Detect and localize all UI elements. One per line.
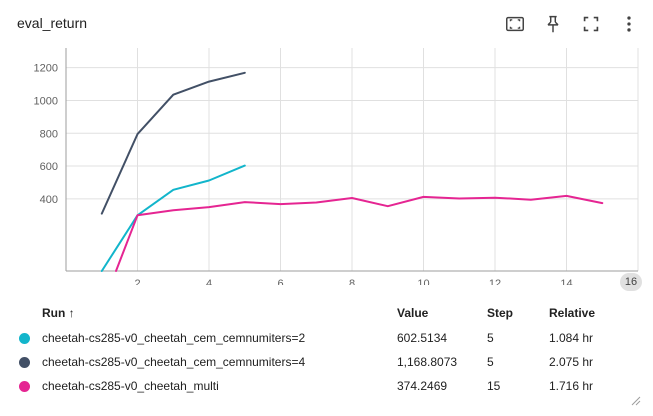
table-row[interactable]: cheetah-cs285-v0_cheetah_cem_cemnumiters… [16,350,639,374]
series-color-dot [19,381,30,393]
series-line[interactable] [100,164,246,272]
chart-tick-labels: 2 4 6 8 10 12 14 400 600 800 1000 1200 [34,63,573,285]
y-tick-label: 1200 [34,63,58,75]
table-row[interactable]: cheetah-cs285-v0_cheetah_cem_cemnumiters… [16,326,639,350]
chart-toolbar [501,10,643,38]
run-step: 15 [487,379,501,393]
run-value: 1,168.8073 [397,355,458,369]
run-value: 374.2469 [397,379,448,393]
pin-button[interactable] [539,10,567,38]
y-tick-label: 800 [40,128,58,140]
run-value: 602.5134 [397,331,448,345]
chart-grid [66,48,639,271]
y-tick-label: 400 [40,194,58,206]
series-line[interactable] [100,71,246,215]
chart-axes [65,48,638,272]
x-tick-label: 6 [277,278,283,285]
fullscreen-button[interactable] [577,10,605,38]
x-tick-label: 10 [417,278,429,285]
table-row[interactable]: cheetah-cs285-v0_cheetah_multi 374.2469 … [16,374,639,398]
resize-handle-icon[interactable] [631,396,641,406]
header-step[interactable]: Step [487,306,514,320]
run-relative: 2.075 hr [549,355,594,369]
plot-clip-mask [67,272,639,285]
fullscreen-icon [583,16,599,32]
y-tick-label: 1000 [34,95,58,107]
header-relative[interactable]: Relative [549,306,596,320]
header-value[interactable]: Value [397,306,429,320]
fit-domain-icon [506,16,524,32]
series-line[interactable] [115,194,604,272]
run-relative: 1.084 hr [549,331,594,345]
chart-series [67,71,639,285]
pin-icon [547,15,559,33]
run-name: cheetah-cs285-v0_cheetah_multi [42,379,219,393]
run-step: 5 [487,355,494,369]
run-name: cheetah-cs285-v0_cheetah_cem_cemnumiters… [42,355,306,369]
y-tick-label: 600 [40,161,58,173]
header-color [16,300,42,326]
more-vert-icon [627,16,631,32]
table-header-row: Run ↑ Value Step Relative [16,300,639,326]
series-color-dot [19,357,30,369]
header-run[interactable]: Run ↑ [42,306,75,320]
x-tick-label: 8 [349,278,355,285]
chart-title: eval_return [17,15,88,31]
x-tick-label: 2 [134,278,140,285]
x-axis-scroll-indicator[interactable]: 16 [620,273,642,291]
line-chart[interactable]: 2 4 6 8 10 12 14 400 600 800 1000 1200 [0,40,653,285]
runs-table: Run ↑ Value Step Relative cheetah-cs285-… [16,300,639,398]
fit-domain-button[interactable] [501,10,529,38]
x-tick-label: 14 [560,278,572,285]
series-color-dot [19,333,30,345]
more-options-button[interactable] [615,10,643,38]
x-tick-label: 12 [489,278,501,285]
run-name: cheetah-cs285-v0_cheetah_cem_cemnumiters… [42,331,306,345]
x-tick-label: 4 [206,278,212,285]
run-relative: 1.716 hr [549,379,594,393]
run-step: 5 [487,331,494,345]
